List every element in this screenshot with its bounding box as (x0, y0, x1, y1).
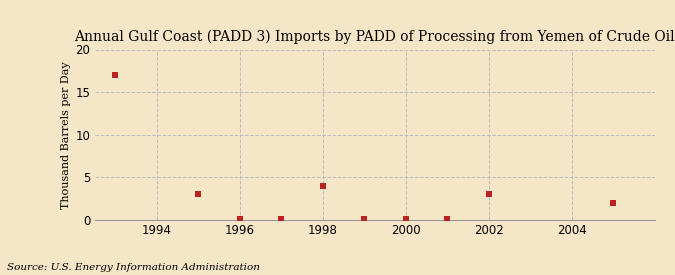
Text: Source: U.S. Energy Information Administration: Source: U.S. Energy Information Administ… (7, 263, 260, 272)
Point (608, 201, 619, 205)
Point (193, 192, 204, 197)
Title: Annual Gulf Coast (PADD 3) Imports by PADD of Processing from Yemen of Crude Oil: Annual Gulf Coast (PADD 3) Imports by PA… (74, 30, 675, 44)
Point (317, 184, 328, 188)
Point (483, 192, 494, 197)
Y-axis label: Thousand Barrels per Day: Thousand Barrels per Day (61, 61, 72, 208)
Point (442, 217, 453, 221)
Point (400, 217, 411, 221)
Point (359, 217, 370, 221)
Point (234, 217, 245, 221)
Point (276, 217, 287, 221)
Point (110, 73, 121, 77)
